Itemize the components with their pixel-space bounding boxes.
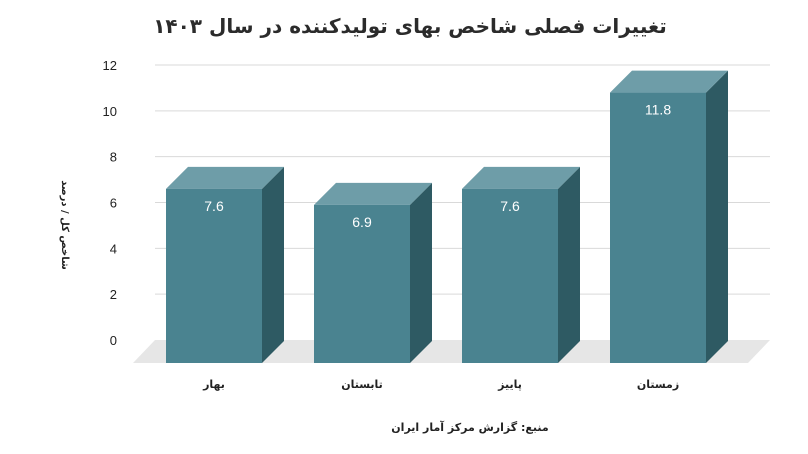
bar-side xyxy=(262,166,284,363)
data-label: 11.8 xyxy=(645,102,671,118)
bar-front xyxy=(314,204,410,363)
bar-top xyxy=(610,70,728,93)
bar-side xyxy=(558,166,580,363)
x-category-label: بهار xyxy=(202,378,225,391)
y-tick-label: 4 xyxy=(110,241,117,256)
bars: 7.6 6.9 7.6 11.8 xyxy=(166,70,728,363)
bar: 11.8 xyxy=(610,70,728,363)
chart-title: تغییرات فصلی شاخص بهای تولیدکننده در سال… xyxy=(153,14,667,38)
data-label: 6.9 xyxy=(352,214,372,230)
x-category-label: تابستان xyxy=(341,378,383,391)
bar: 7.6 xyxy=(166,166,284,363)
bar-front xyxy=(610,92,706,363)
y-tick-label: 6 xyxy=(110,196,117,211)
bar-top xyxy=(314,182,432,205)
bar: 6.9 xyxy=(314,182,432,363)
data-label: 7.6 xyxy=(500,198,520,214)
x-axis-categories: بهار تابستان پاییز زمستان xyxy=(202,378,679,391)
x-category-label: زمستان xyxy=(637,378,679,391)
bar-side xyxy=(706,70,728,363)
y-axis-ticks: 0 2 4 6 8 10 12 xyxy=(103,58,117,348)
y-axis-label: شاخص کل / درصد xyxy=(59,180,70,270)
y-tick-label: 8 xyxy=(110,150,117,165)
y-tick-label: 12 xyxy=(103,58,117,73)
y-tick-label: 2 xyxy=(110,287,117,302)
y-tick-label: 10 xyxy=(103,104,117,119)
x-category-label: پاییز xyxy=(497,378,522,391)
bar: 7.6 xyxy=(462,166,580,363)
bar-side xyxy=(410,182,432,363)
bar-top xyxy=(462,166,580,189)
bar-front xyxy=(166,188,262,363)
data-label: 7.6 xyxy=(204,198,224,214)
y-tick-label: 0 xyxy=(110,333,117,348)
source-note: منبع: گزارش مرکز آمار ایران xyxy=(391,420,548,434)
bar-top xyxy=(166,166,284,189)
bar-front xyxy=(462,188,558,363)
